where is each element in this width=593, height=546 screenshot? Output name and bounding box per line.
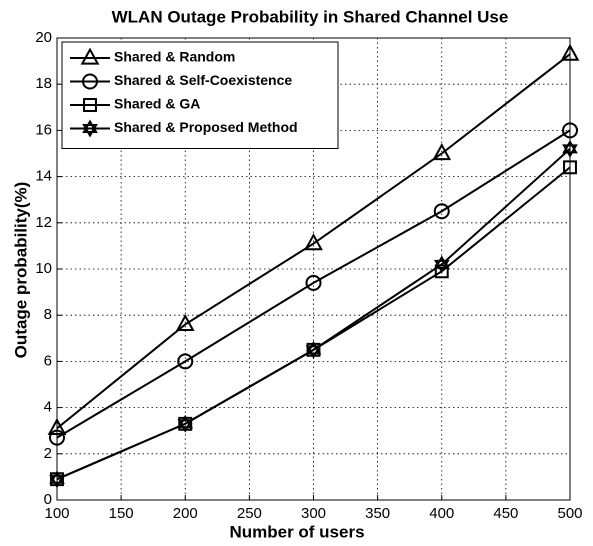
legend-label: Shared & GA [114,96,200,112]
data-point [433,255,450,274]
y-tick-label: 6 [44,352,52,369]
data-point [305,274,322,291]
legend-box [61,41,339,149]
data-point [305,340,322,359]
y-tick-label: 8 [44,306,52,323]
legend-marker [82,119,98,138]
data-point [563,160,577,175]
y-tick-label: 4 [44,399,52,416]
y-tick-label: 12 [35,214,52,231]
y-tick-label: 20 [35,29,52,46]
y-tick-label: 2 [44,445,52,462]
series-line [56,129,571,439]
data-point [432,143,452,161]
plot-frame [56,37,571,501]
series-line [56,148,571,481]
y-tick-label: 14 [35,168,52,185]
x-tick-label: 100 [44,505,69,522]
x-tick-label: 400 [429,505,454,522]
legend-label: Shared & Random [114,49,235,65]
x-tick-label: 200 [173,505,198,522]
data-point [49,429,66,446]
x-tick-label: 250 [237,505,262,522]
x-tick-label: 450 [493,505,518,522]
y-axis-label: Outage probability(%) [11,182,30,359]
y-tick-label: 10 [35,260,52,277]
x-tick-label: 300 [301,505,326,522]
legend-marker [80,47,100,65]
x-tick-label: 500 [557,505,582,522]
data-point [177,353,194,370]
data-point [433,203,450,220]
legend-label: Shared & Self-Coexistence [114,72,292,88]
y-tick-label: 16 [35,121,52,138]
chart-title: WLAN Outage Probability in Shared Channe… [112,7,509,26]
y-tick-label: 0 [44,491,52,508]
x-tick-label: 150 [109,505,134,522]
y-tick-label: 18 [35,75,52,92]
series-line [56,53,571,430]
legend-label: Shared & Proposed Method [114,119,298,135]
data-point [177,414,194,433]
x-axis-label: Number of users [229,522,364,541]
x-tick-label: 350 [365,505,390,522]
data-point [47,417,67,435]
legend-marker [83,98,97,112]
data-point [562,122,579,139]
legend-marker [82,73,99,90]
data-point [175,313,195,332]
data-point [434,264,449,279]
data-point [49,470,65,489]
data-point [562,139,578,158]
data-point [560,43,580,61]
data-point [304,233,323,251]
